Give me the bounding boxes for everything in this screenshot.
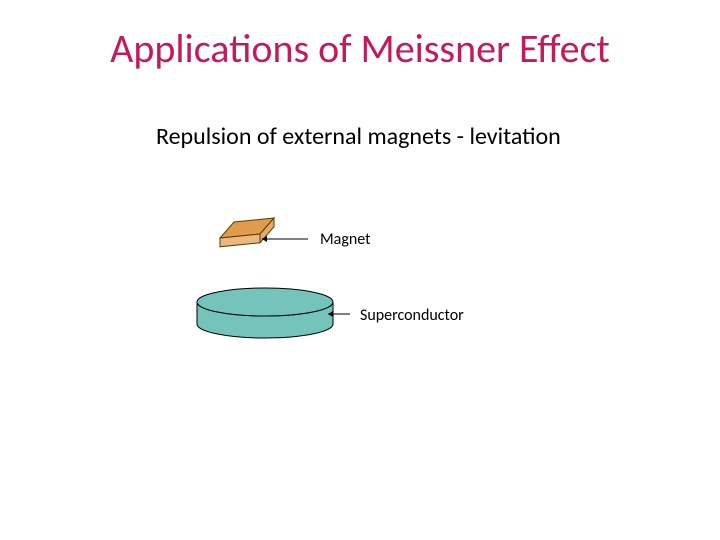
- superconductor-label: Superconductor: [360, 306, 464, 325]
- page-title: Applications of Meissner Effect: [0, 24, 720, 73]
- levitation-diagram: [190, 212, 360, 342]
- subtitle: Repulsion of external magnets - levitati…: [156, 122, 561, 151]
